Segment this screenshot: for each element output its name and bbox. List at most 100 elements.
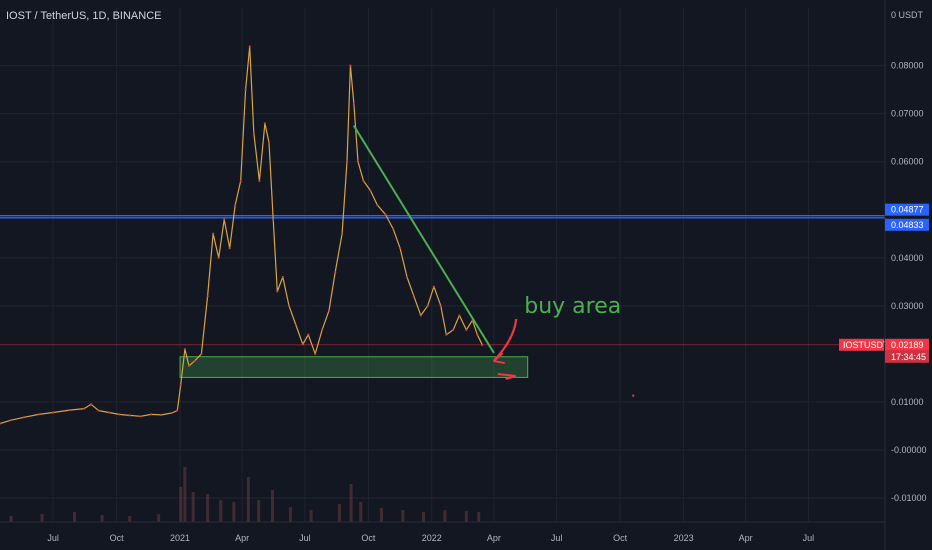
volume-bar <box>183 467 187 522</box>
price-point <box>301 343 304 346</box>
price-point <box>258 179 261 183</box>
price-point <box>223 218 226 221</box>
x-tick-label: Oct <box>361 533 376 543</box>
price-point <box>341 232 344 235</box>
symbol-tag-bg <box>839 338 884 351</box>
price-point <box>412 295 415 298</box>
price-point <box>481 343 484 346</box>
price-point <box>398 247 402 250</box>
price-point <box>276 290 279 293</box>
price-point <box>263 122 266 125</box>
price-point <box>234 203 237 207</box>
y-tick-label: 0.03000 <box>891 301 924 311</box>
price-point <box>352 102 355 106</box>
x-tick-label: Jul <box>803 533 815 543</box>
volume-bar <box>219 500 223 522</box>
price-point <box>217 256 220 259</box>
arrow-head <box>493 352 505 365</box>
descending-trendline <box>353 125 495 354</box>
buy-zone-layer <box>179 356 529 378</box>
price-tag-label: 0.04833 <box>891 220 924 230</box>
price-point <box>405 275 409 279</box>
price-point <box>23 416 26 419</box>
volume-bar <box>464 511 468 522</box>
volume-bar <box>288 507 292 522</box>
price-point <box>458 314 461 317</box>
price-point <box>0 422 2 425</box>
y-tick-label: -0.00000 <box>891 445 927 455</box>
volume-bar <box>157 514 161 522</box>
price-point <box>200 352 203 355</box>
horizontal-lines-layer: IOSTUSDT <box>0 214 889 351</box>
x-tick-label: Apr <box>487 533 501 543</box>
price-point <box>426 304 429 307</box>
price-point <box>287 304 291 307</box>
price-tag-bg <box>885 218 929 231</box>
price-point <box>248 45 251 48</box>
volume-layer <box>9 467 481 522</box>
x-tick-label: 2022 <box>422 533 442 543</box>
countdown-tag-bg <box>885 350 929 363</box>
buy-zone-rect <box>179 356 529 378</box>
x-tick-label: Oct <box>110 533 125 543</box>
volume-bar <box>349 484 353 522</box>
price-point <box>212 232 215 235</box>
volume-bar <box>337 504 341 522</box>
price-point <box>160 413 163 416</box>
y-tick-label: 0.06000 <box>891 157 924 167</box>
price-point <box>193 359 196 363</box>
price-point <box>272 218 275 221</box>
volume-bar <box>443 510 447 522</box>
price-point <box>128 414 131 417</box>
volume-bar <box>359 502 363 522</box>
volume-bar <box>72 512 76 522</box>
price-point <box>239 179 242 183</box>
price-point <box>432 285 435 288</box>
price-point <box>118 413 121 416</box>
last-price-tag-label: 0.02189 <box>891 340 924 350</box>
series-layer <box>0 45 484 425</box>
y-tick-label: 0.04000 <box>891 253 924 263</box>
price-point <box>281 275 284 279</box>
price-point <box>170 411 173 415</box>
volume-bar <box>379 508 383 522</box>
price-tag-label: 0.04877 <box>891 205 924 215</box>
price-point <box>439 304 442 307</box>
price-point <box>179 383 182 387</box>
price-point <box>349 64 352 67</box>
x-tick-label: Apr <box>739 533 753 543</box>
volume-bar <box>477 512 481 522</box>
price-point <box>369 189 372 192</box>
volume-bar <box>100 515 104 522</box>
price-point <box>244 88 247 91</box>
price-point <box>52 411 55 414</box>
symbol-tag-label: IOSTUSDT <box>843 340 889 350</box>
y-tick-label: 0.01000 <box>891 397 924 407</box>
x-tick-label: Apr <box>235 533 249 543</box>
arrow-shaft <box>492 318 518 362</box>
y-tick-label: 0.08000 <box>891 61 924 71</box>
price-point <box>97 409 100 412</box>
volume-bar <box>401 510 405 522</box>
drawings-layer: buy area <box>353 125 635 397</box>
volume-bar <box>179 487 183 522</box>
price-point <box>314 352 317 355</box>
price-point <box>206 295 209 298</box>
volume-bar <box>232 502 236 522</box>
volume-bar <box>9 516 13 522</box>
price-point <box>228 247 231 250</box>
grid-layer <box>0 8 885 522</box>
x-tick-label: 2023 <box>674 533 694 543</box>
price-point <box>419 314 422 317</box>
x-tick-label: Jul <box>47 533 59 543</box>
y-tick-label: -0.01000 <box>891 493 927 503</box>
price-point <box>362 179 365 183</box>
price-point <box>267 141 271 144</box>
symbol-title[interactable]: IOST / TetherUS, 1D, BINANCE <box>6 10 162 22</box>
arrow-tail-mark <box>497 373 516 381</box>
price-point <box>307 333 310 336</box>
price-point <box>149 413 153 416</box>
volume-bar <box>206 494 210 522</box>
price-point <box>356 160 360 163</box>
